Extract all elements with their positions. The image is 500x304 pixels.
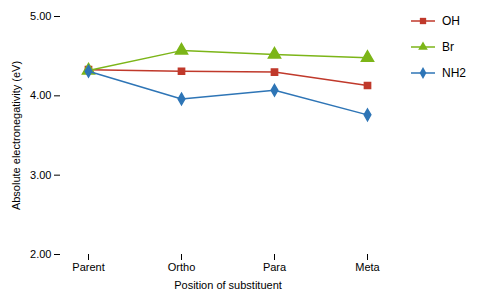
svg-text:Absolute electronegativity (eV: Absolute electronegativity (eV) [10,61,22,210]
svg-text:5.00: 5.00 [30,10,51,22]
html-text:NH2: NH2 [442,66,466,80]
svg-text:4.00: 4.00 [30,89,51,101]
svg-text:Meta: Meta [355,261,380,273]
svg-text:Parent: Parent [72,261,104,273]
svg-text:3.00: 3.00 [30,169,51,181]
svg-text:2.00: 2.00 [30,248,51,260]
svg-text:Position of substituent: Position of substituent [174,279,282,291]
html-text:OH: OH [442,14,460,28]
html-text:Br: Br [442,40,454,54]
svg-text:Ortho: Ortho [168,261,196,273]
svg-text:Para: Para [263,261,287,273]
